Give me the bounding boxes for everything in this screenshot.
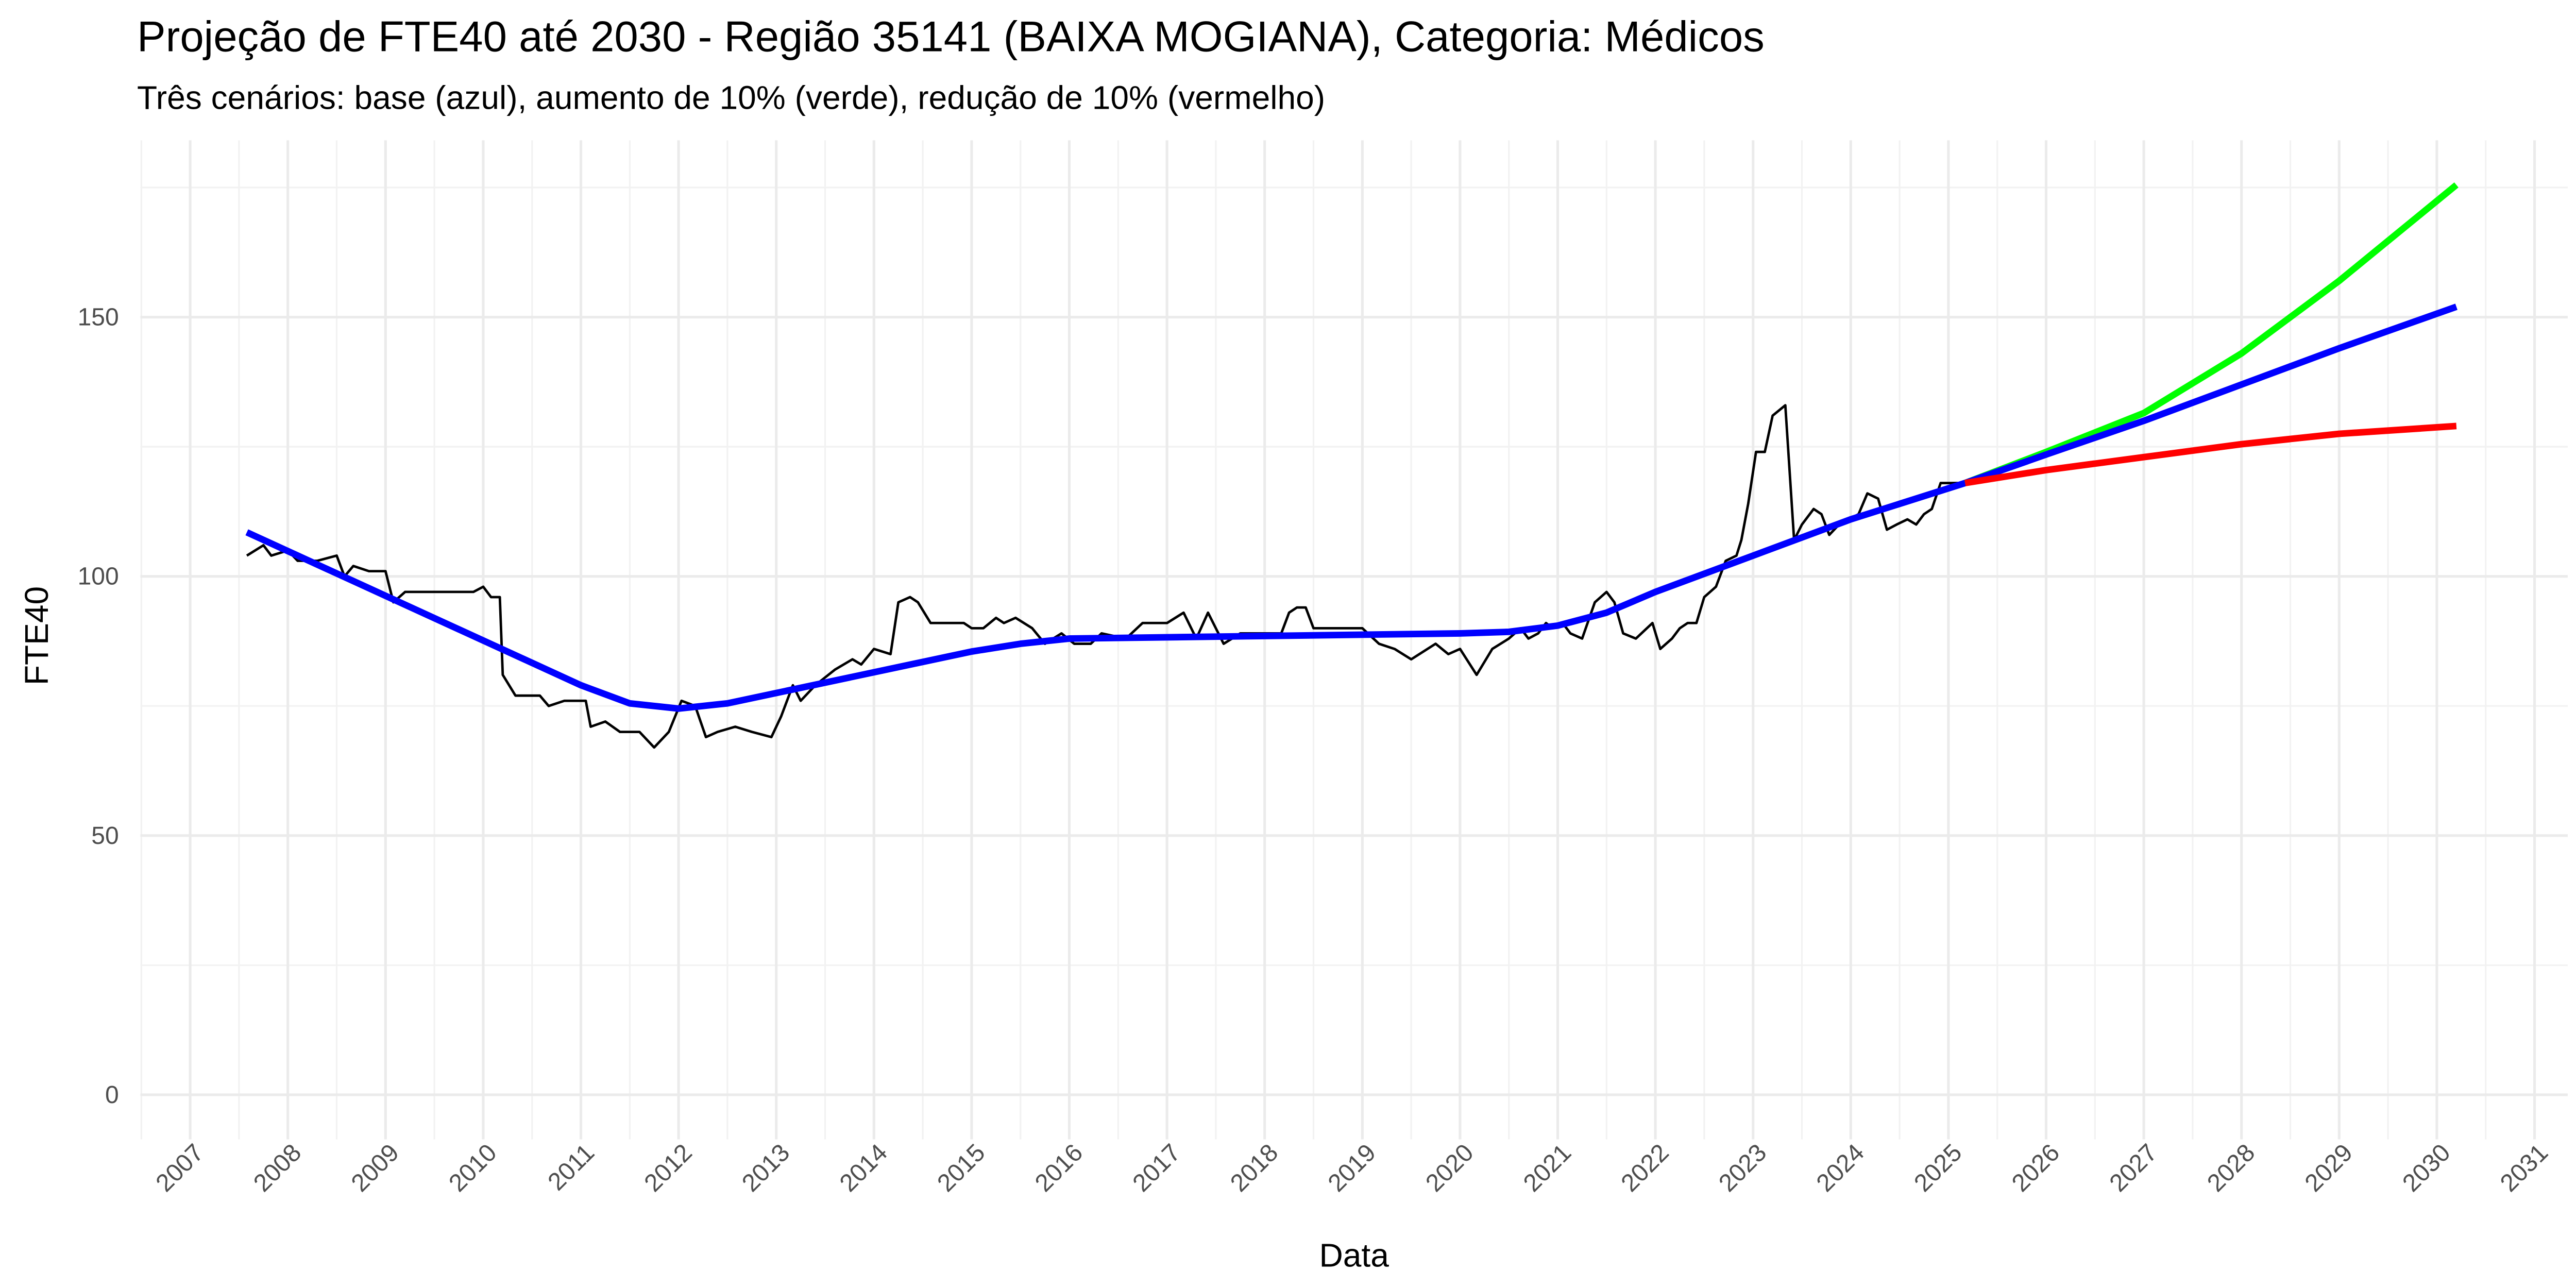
- series-line: [1964, 422, 2457, 486]
- y-tick-label: 150: [78, 303, 119, 331]
- lines: [245, 182, 2459, 749]
- y-tick-label: 100: [78, 563, 119, 590]
- series-line: [1964, 303, 2458, 486]
- chart-title: Projeção de FTE40 até 2030 - Região 3514…: [137, 12, 1765, 60]
- y-axis-title: FTE40: [18, 586, 55, 685]
- grid: [140, 140, 2568, 1140]
- chart-subtitle: Três cenários: base (azul), aumento de 1…: [137, 79, 1325, 116]
- x-axis-title: Data: [1319, 1236, 1389, 1274]
- series-line: [245, 480, 1967, 712]
- y-tick-label: 0: [105, 1081, 119, 1109]
- y-tick-label: 50: [91, 822, 118, 850]
